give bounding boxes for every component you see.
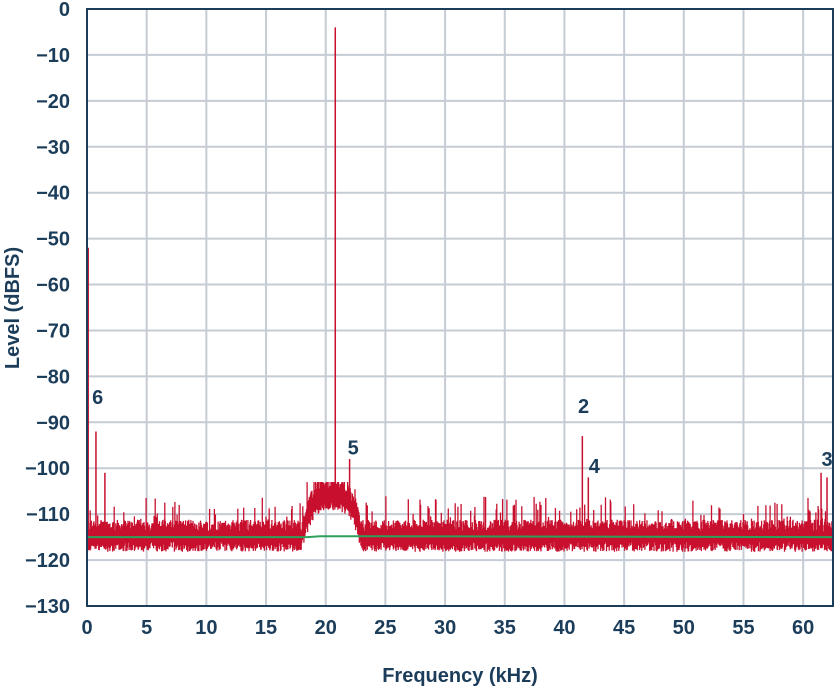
y-tick-label: −20	[36, 91, 70, 113]
x-tick-label: 45	[613, 617, 635, 639]
x-tick-label: 60	[792, 617, 814, 639]
y-tick-label: −110	[26, 504, 70, 526]
y-tick-label: −90	[36, 412, 70, 434]
x-tick-label: 25	[374, 617, 396, 639]
annotation-label: 5	[348, 437, 359, 459]
chart-annotations: 6 5 2 4 3	[92, 387, 832, 478]
x-tick-label: 10	[195, 617, 217, 639]
y-tick-label: −40	[36, 183, 70, 205]
chart-grid	[86, 8, 833, 607]
y-tick-label: −130	[25, 596, 70, 618]
x-tick-label: 35	[494, 617, 516, 639]
y-tick-label: −50	[36, 229, 70, 251]
y-tick-label: −30	[36, 137, 70, 159]
x-tick-label: 15	[255, 617, 277, 639]
y-tick-label: −100	[25, 458, 70, 480]
x-tick-label: 5	[141, 617, 152, 639]
y-tick-label: −60	[36, 275, 70, 297]
annotation-label: 3	[821, 449, 832, 471]
y-axis-title: Level (dBFS)	[2, 247, 24, 369]
y-tick-label: −70	[36, 320, 70, 342]
plot-frame	[86, 8, 834, 607]
x-tick-label: 0	[81, 617, 92, 639]
y-tick-label: −80	[36, 366, 70, 388]
x-tick-label: 40	[553, 617, 575, 639]
x-tick-label: 30	[434, 617, 456, 639]
chart-axes: 0 5 10 15 20 25 30 35 40 45 50 55 600−10−20−30−40−50…	[25, 0, 834, 639]
y-tick-label: 0	[59, 0, 70, 21]
annotation-label: 2	[578, 396, 589, 418]
chart-series	[86, 27, 834, 552]
y-tick-label: −10	[36, 45, 70, 67]
noise-floor-line	[87, 535, 834, 539]
spectrum-noise	[86, 482, 834, 552]
x-tick-label: 50	[673, 617, 695, 639]
x-tick-label: 20	[315, 617, 337, 639]
annotation-label: 4	[589, 456, 601, 478]
x-tick-label: 55	[732, 617, 754, 639]
annotation-label: 6	[92, 387, 103, 409]
y-tick-label: −120	[25, 550, 70, 572]
x-axis-title: Frequency (kHz)	[382, 665, 538, 687]
